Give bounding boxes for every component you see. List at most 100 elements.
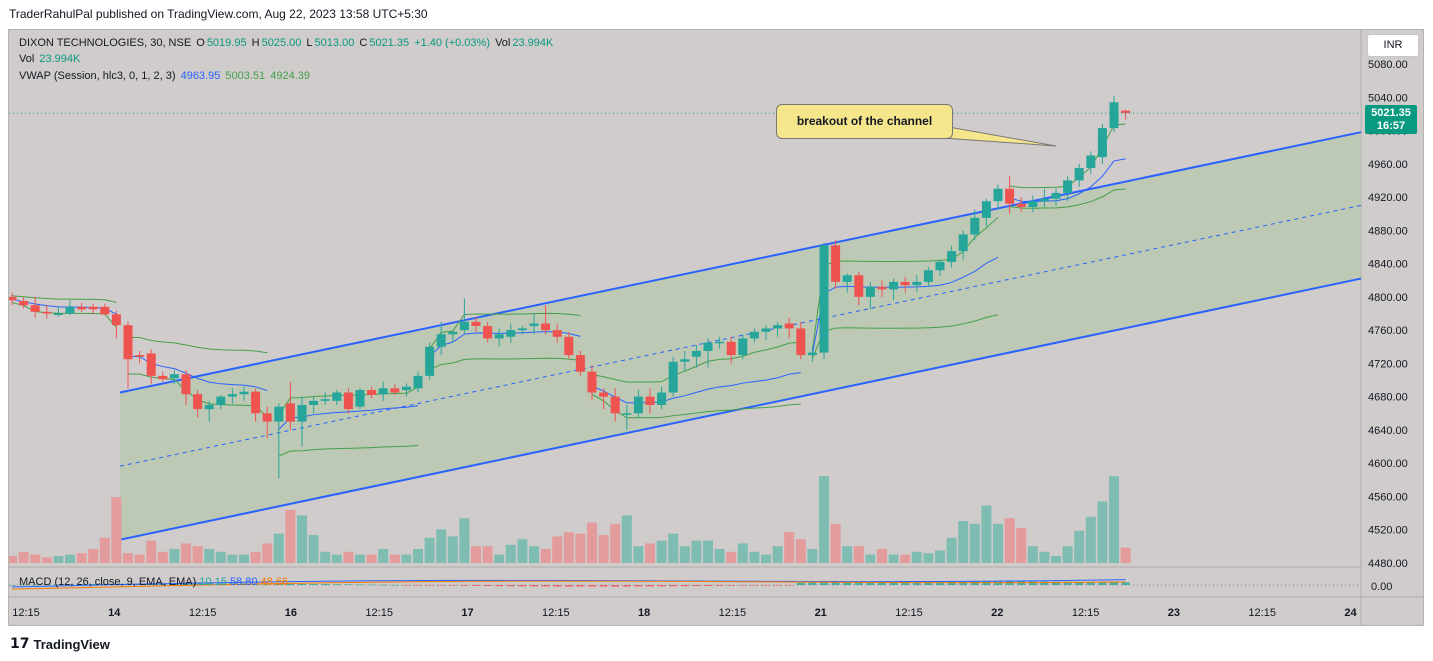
volume-bar xyxy=(726,551,737,563)
last-price-label: 5021.35 16:57 xyxy=(1365,105,1417,134)
candle-body xyxy=(494,334,504,339)
macd-legend: MACD (12, 26, close, 9, EMA, EMA) 10.15 … xyxy=(19,576,288,588)
volume-bar xyxy=(204,549,215,563)
macd-histogram-bar xyxy=(611,585,620,587)
macd-histogram-bar xyxy=(170,583,179,585)
price-tick-label: 4520.00 xyxy=(1368,525,1408,537)
candle-body xyxy=(42,311,52,314)
price-tick-label: 5040.00 xyxy=(1368,92,1408,104)
candle-body xyxy=(483,325,493,339)
vwap-line xyxy=(591,372,801,404)
candle-body xyxy=(865,286,875,297)
macd-histogram-bar xyxy=(9,585,16,586)
macd-histogram-value: 10.15 xyxy=(199,576,227,588)
symbol-name[interactable]: DIXON TECHNOLOGIES, 30, NSE xyxy=(19,37,192,49)
tradingview-footer[interactable]: 17 TradingView xyxy=(10,636,110,652)
volume-bar xyxy=(1051,556,1061,563)
candle-body xyxy=(981,201,991,218)
candle-body xyxy=(564,336,574,356)
volume-indicator-label[interactable]: Vol xyxy=(19,53,35,65)
vwap-lower-band xyxy=(811,314,999,359)
volume-bar xyxy=(540,549,551,563)
time-tick-label: 18 xyxy=(638,607,650,619)
macd-histogram-bar xyxy=(878,581,886,585)
time-tick-label: 12:15 xyxy=(719,607,747,619)
chart-frame[interactable]: 5080.005040.005000.004960.004920.004880.… xyxy=(8,29,1424,626)
volume-bar xyxy=(853,546,864,563)
candle-body xyxy=(111,314,121,326)
macd-histogram-bar xyxy=(901,581,910,585)
price-tick-label: 4880.00 xyxy=(1368,225,1408,237)
macd-histogram-bar xyxy=(646,585,654,587)
volume-bar xyxy=(436,529,447,563)
candle-body xyxy=(773,325,783,329)
annotation-callout[interactable]: breakout of the channel xyxy=(776,104,953,139)
volume-bar xyxy=(865,554,876,563)
volume-bar xyxy=(262,543,273,563)
candle-body xyxy=(367,390,377,396)
macd-line-value: 58.80 xyxy=(229,576,258,588)
macd-histogram-bar xyxy=(936,581,944,585)
candle-body xyxy=(738,338,748,356)
macd-histogram-bar xyxy=(657,585,666,587)
candle-body xyxy=(274,406,284,422)
candle-body xyxy=(958,234,968,252)
volume-bar xyxy=(517,539,528,563)
macd-histogram-bar xyxy=(414,585,422,586)
vol-label: Vol xyxy=(495,37,511,49)
time-tick-label: 23 xyxy=(1168,607,1180,619)
time-tick-label: 12:15 xyxy=(1248,607,1276,619)
candle-body xyxy=(1039,198,1049,202)
price-tick-label: 4800.00 xyxy=(1368,292,1408,304)
macd-histogram-bar xyxy=(332,584,341,585)
time-tick-label: 12:15 xyxy=(12,607,40,619)
currency-button[interactable]: INR xyxy=(1367,34,1419,57)
vwap-upper-band xyxy=(127,336,268,354)
publisher-header: TraderRahulPal published on TradingView.… xyxy=(9,7,428,21)
volume-bar xyxy=(552,536,563,563)
macd-histogram-bar xyxy=(1075,581,1084,585)
volume-bar xyxy=(1004,518,1015,563)
macd-histogram-bar xyxy=(1005,581,1014,585)
price-tick-label: 5080.00 xyxy=(1368,59,1408,71)
candle-body xyxy=(227,394,237,397)
bar-countdown: 16:57 xyxy=(1376,120,1406,132)
volume-bar xyxy=(1109,476,1119,563)
volume-bar xyxy=(1074,530,1085,563)
candle-body xyxy=(285,403,295,422)
candle-body xyxy=(158,375,168,380)
vwap-label[interactable]: VWAP (Session, hlc3, 0, 1, 2, 3) xyxy=(19,70,176,82)
price-tick-label: 4720.00 xyxy=(1368,358,1408,370)
volume-bar xyxy=(795,539,806,563)
vwap-lower-value: 4924.39 xyxy=(270,70,310,82)
candle-body xyxy=(1109,102,1119,129)
candle-body xyxy=(436,334,446,347)
macd-histogram-bar xyxy=(773,585,782,586)
volume-bar xyxy=(169,549,180,563)
time-tick-label: 12:15 xyxy=(1072,607,1100,619)
volume-bar xyxy=(842,546,853,563)
volume-bar xyxy=(65,554,75,563)
candle-body xyxy=(193,394,203,410)
candle-body xyxy=(1097,128,1107,158)
volume-bar xyxy=(935,550,945,563)
macd-histogram-bar xyxy=(356,584,364,586)
chart-canvas[interactable]: 5080.005040.005000.004960.004920.004880.… xyxy=(9,30,1423,625)
macd-histogram-bar xyxy=(959,581,968,585)
volume-bar xyxy=(691,540,702,563)
macd-histogram-bar xyxy=(158,583,167,585)
vwap-lower-band xyxy=(11,302,117,328)
time-tick-label: 16 xyxy=(285,607,297,619)
candle-body xyxy=(1028,201,1038,208)
volume-bar xyxy=(1016,528,1027,563)
volume-bar xyxy=(215,551,226,563)
candle-body xyxy=(459,321,469,331)
macd-histogram-bar xyxy=(321,584,330,585)
candle-body xyxy=(749,331,759,339)
macd-histogram-bar xyxy=(472,585,480,586)
candle-body xyxy=(1005,188,1015,204)
candle-body xyxy=(30,305,40,312)
macd-label[interactable]: MACD (12, 26, close, 9, EMA, EMA) xyxy=(19,576,197,588)
volume-bar xyxy=(981,505,992,563)
volume-bar xyxy=(958,521,969,563)
